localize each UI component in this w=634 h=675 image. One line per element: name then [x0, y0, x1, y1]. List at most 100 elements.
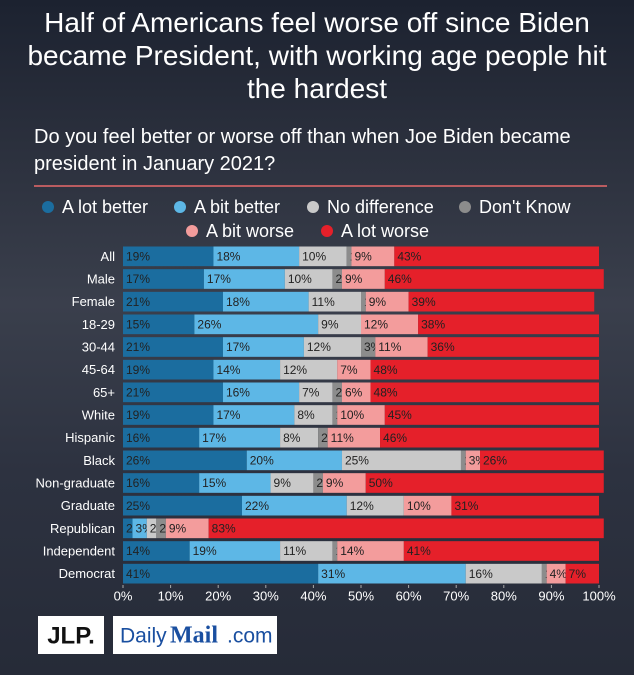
bar-segment: [189, 541, 281, 561]
data-label: 26%: [197, 318, 221, 332]
x-tick-label: 10%: [158, 588, 184, 603]
bar-segment: [280, 359, 338, 380]
logo-text: .com: [227, 625, 273, 648]
bar-segment: [361, 314, 419, 335]
data-label: 9%: [345, 272, 363, 286]
bar-segment: [351, 246, 395, 267]
bar-segment: [332, 269, 342, 289]
data-label: 26%: [483, 454, 507, 468]
data-label: 21%: [126, 386, 150, 400]
bar-segment: [365, 473, 604, 493]
data-label: 11%: [283, 544, 306, 558]
data-label: 14%: [126, 544, 150, 558]
data-label: 41%: [407, 544, 431, 558]
bar-segment: [165, 518, 209, 539]
bar-segment: [361, 337, 376, 357]
bar-segment: [332, 541, 338, 561]
data-label: 21%: [126, 295, 150, 309]
data-label: 12%: [283, 363, 307, 377]
data-label: 10%: [288, 272, 312, 286]
data-label: 46%: [383, 431, 407, 445]
data-label: 7%: [302, 386, 320, 400]
bar-segment: [222, 337, 304, 357]
bar-segment: [318, 427, 328, 448]
bar-segment: [408, 291, 595, 312]
bar-segment: [337, 541, 404, 561]
bar-segment: [284, 269, 333, 289]
data-label: 11%: [312, 295, 335, 309]
logo-box: [113, 616, 277, 654]
logo-text: Daily: [120, 625, 167, 648]
bar-segment: [280, 541, 333, 561]
data-label: 48%: [374, 363, 398, 377]
bar-segment: [346, 495, 404, 516]
data-label: 9%: [326, 476, 344, 490]
x-tick-label: 80%: [491, 588, 517, 603]
legend-swatch: [42, 201, 54, 213]
bar-segment: [242, 495, 347, 516]
bar-segment: [123, 563, 319, 584]
bar-segment: [270, 473, 314, 493]
data-label: 41%: [126, 567, 150, 581]
data-label: 11%: [378, 340, 401, 354]
bar-segment: [146, 518, 157, 539]
bar-segment: [213, 405, 295, 425]
data-label: 17%: [226, 340, 250, 354]
legend-label: A lot worse: [341, 221, 429, 241]
y-tick-label: 65+: [93, 385, 115, 400]
data-label: 17%: [126, 272, 150, 286]
data-label: 9%: [321, 318, 339, 332]
x-tick-label: 30%: [253, 588, 279, 603]
bar-segment: [123, 518, 133, 539]
bar-segment: [123, 314, 195, 335]
y-tick-label: White: [82, 407, 115, 422]
data-label: 14%: [216, 363, 240, 377]
bar-segment: [465, 450, 480, 471]
data-label: 26%: [126, 454, 150, 468]
data-label: 20%: [250, 454, 274, 468]
data-label: 6%: [345, 386, 363, 400]
data-label: 18%: [216, 250, 240, 264]
data-label: 46%: [388, 272, 412, 286]
data-label: 9%: [354, 250, 372, 264]
bar-segment: [341, 450, 461, 471]
bar-segment: [299, 382, 333, 403]
data-label: 7%: [569, 567, 587, 581]
bar-segment: [337, 405, 385, 425]
bar-segment: [280, 427, 319, 448]
bar-segment: [403, 495, 452, 516]
y-tick-label: Non-graduate: [36, 475, 116, 490]
bar-segment: [222, 382, 300, 403]
y-tick-label: Hispanic: [65, 430, 115, 445]
bar-segment: [403, 541, 599, 561]
bar-segment: [308, 291, 361, 312]
data-label: 12%: [350, 499, 374, 513]
legend-label: Don't Know: [479, 197, 571, 217]
data-label: 25%: [345, 454, 369, 468]
data-label: 19%: [126, 250, 150, 264]
y-tick-label: 18-29: [82, 317, 115, 332]
data-label: 15%: [126, 318, 150, 332]
data-label: 4%: [550, 567, 568, 581]
data-label: 83%: [212, 522, 236, 536]
bar-segment: [123, 337, 223, 357]
bar-segment: [384, 405, 599, 425]
bar-segment: [361, 291, 366, 312]
logo-box: [38, 616, 104, 654]
data-label: 36%: [431, 340, 455, 354]
y-tick-label: Black: [83, 453, 115, 468]
data-label: 17%: [216, 408, 240, 422]
data-label: 12%: [364, 318, 388, 332]
y-tick-label: Male: [87, 271, 115, 286]
data-label: 48%: [374, 386, 398, 400]
y-tick-label: All: [101, 249, 116, 264]
chart-subtitle: Do you feel better or worse off than whe…: [34, 126, 571, 175]
data-label: 39%: [412, 295, 436, 309]
bar-segment: [322, 473, 366, 493]
y-tick-label: Republican: [50, 521, 115, 536]
bar-segment: [318, 314, 361, 335]
bar-segment: [465, 563, 542, 584]
x-tick-label: 90%: [538, 588, 564, 603]
